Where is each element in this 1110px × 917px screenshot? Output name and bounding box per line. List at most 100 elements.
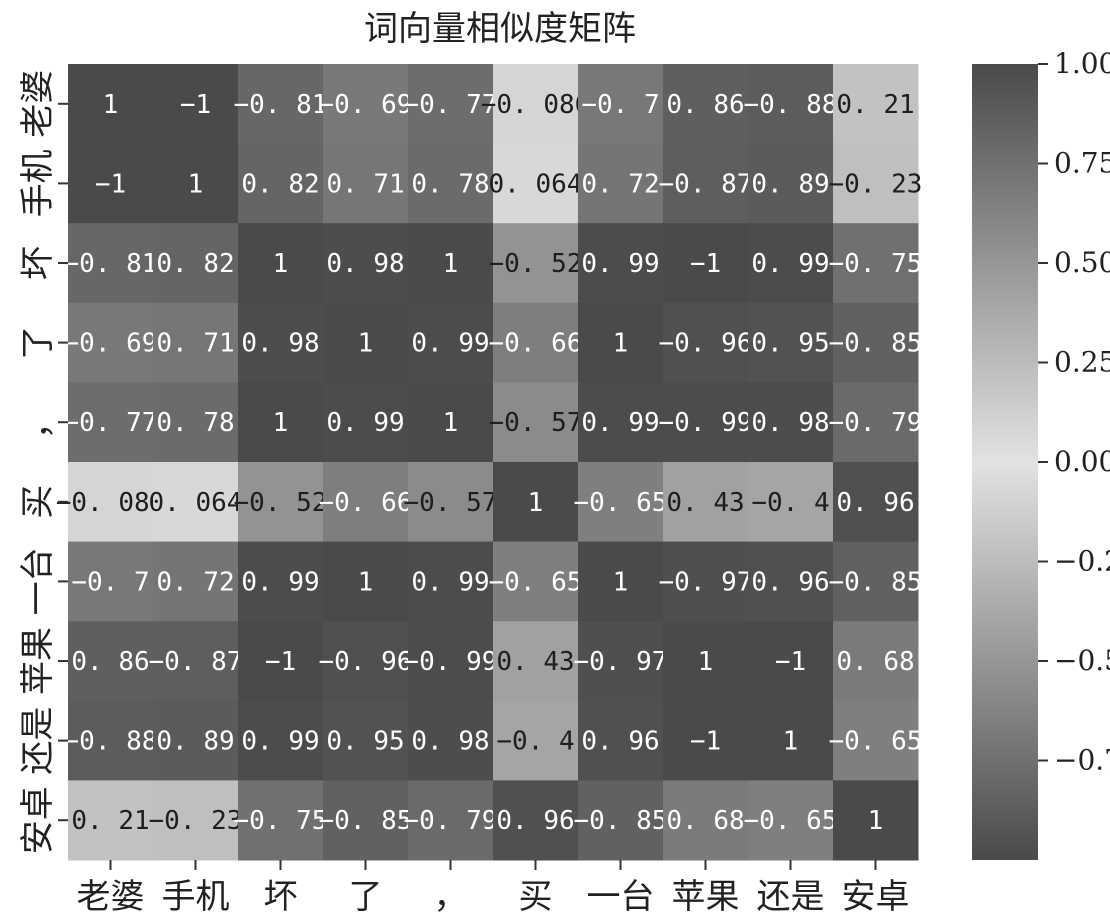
x-tick-label: 坏 <box>264 877 298 917</box>
cell-value-label: −0. 97 <box>574 647 668 677</box>
cell-value-label: 0. 78 <box>156 408 234 438</box>
cell-value-label: −0. 65 <box>829 727 923 757</box>
cell-value-label: −0. 85 <box>319 806 413 836</box>
heatmap-cell <box>238 541 324 622</box>
heatmap-cell <box>663 462 749 543</box>
heatmap-cell <box>748 780 834 861</box>
heatmap-cell <box>153 780 239 861</box>
cell-value-label: 0. 99 <box>581 249 659 279</box>
heatmap-cell <box>748 302 834 383</box>
heatmap-cell <box>408 780 494 861</box>
cell-value-label: −0. 086 <box>481 90 591 120</box>
cell-value-label: 0. 99 <box>411 567 489 597</box>
colorbar-tick-label: 0.50 <box>1054 246 1110 279</box>
heatmap-cell <box>748 143 834 224</box>
x-axis: 老婆 手机坏 了 ， 买一台 苹果 还是 安卓 <box>77 860 910 917</box>
cell-value-label: −0. 85 <box>574 806 668 836</box>
heatmap-cell <box>493 223 579 304</box>
cell-value-label: 1 <box>443 249 459 279</box>
cell-value-label: −0. 086 <box>56 488 166 518</box>
x-tick-label: ， <box>434 877 468 917</box>
cell-value-label: −0. 77 <box>404 90 498 120</box>
heatmap-cell <box>153 541 239 622</box>
cell-value-label: −0. 23 <box>149 806 243 836</box>
cell-value-label: −0. 87 <box>659 169 753 199</box>
heatmap-cell <box>663 223 749 304</box>
cell-value-label: −0. 79 <box>829 408 923 438</box>
cell-value-label: 0. 86 <box>666 90 744 120</box>
y-tick-label: 了 <box>18 326 58 360</box>
heatmap-cell <box>408 302 494 383</box>
heatmap-cell <box>493 143 579 224</box>
heatmap-cell <box>833 143 919 224</box>
heatmap-cell <box>493 780 579 861</box>
cell-value-label: −0. 4 <box>496 727 574 757</box>
heatmap-cell <box>238 462 324 543</box>
cell-value-label: −0. 96 <box>319 647 413 677</box>
heatmap-cell <box>153 621 239 702</box>
y-tick-label: 坏 <box>18 246 58 280</box>
cell-value-label: 0. 72 <box>156 567 234 597</box>
heatmap-cell <box>68 621 154 702</box>
heatmap-cell <box>153 462 239 543</box>
cell-value-label: 0. 89 <box>156 727 234 757</box>
cell-value-label: 0. 99 <box>751 249 829 279</box>
heatmap-cell <box>748 64 834 145</box>
cell-value-label: −0. 79 <box>404 806 498 836</box>
cell-value-label: −0. 69 <box>319 90 413 120</box>
heatmap-cell <box>153 302 239 383</box>
cell-value-label: −0. 99 <box>659 408 753 438</box>
cell-value-label: −0. 65 <box>574 488 668 518</box>
x-tick-label: 还是 <box>757 877 825 917</box>
colorbar-tick-label: 0.00 <box>1054 445 1110 478</box>
y-tick-label: 安卓 <box>18 786 58 854</box>
heatmap-cell <box>68 700 154 781</box>
heatmap-cell <box>663 382 749 463</box>
heatmap-cell <box>408 700 494 781</box>
heatmap-cell <box>493 64 579 145</box>
cell-value-label: 0. 86 <box>71 647 149 677</box>
cell-value-label: −0. 88 <box>64 727 158 757</box>
cell-value-label: 1 <box>358 329 374 359</box>
heatmap-cell <box>833 302 919 383</box>
heatmap-cell <box>663 700 749 781</box>
cell-value-label: 1 <box>273 249 289 279</box>
heatmap-cell <box>323 143 409 224</box>
heatmap-cell <box>238 223 324 304</box>
cell-value-label: −0. 85 <box>829 567 923 597</box>
heatmap-cell <box>578 302 664 383</box>
cell-value-label: 0. 71 <box>326 169 404 199</box>
heatmap-cell <box>408 143 494 224</box>
heatmap-cell <box>748 382 834 463</box>
cell-value-label: −0. 97 <box>659 567 753 597</box>
heatmap-cell <box>748 223 834 304</box>
heatmap-cell <box>408 382 494 463</box>
heatmap-cell <box>833 780 919 861</box>
cell-value-label: 0. 064 <box>489 169 583 199</box>
heatmap-cell <box>493 462 579 543</box>
heatmap-cell <box>238 302 324 383</box>
heatmap-cell <box>238 621 324 702</box>
heatmap-cell <box>578 382 664 463</box>
cell-value-label: 0. 82 <box>241 169 319 199</box>
heatmap-cell <box>238 700 324 781</box>
heatmap-cell <box>153 64 239 145</box>
cell-value-label: 1 <box>868 806 884 836</box>
cell-value-label: −0. 4 <box>751 488 829 518</box>
colorbar-gradient <box>972 64 1038 860</box>
heatmap-cell <box>238 64 324 145</box>
heatmap-cell <box>153 700 239 781</box>
cell-value-label: −0. 69 <box>64 329 158 359</box>
colorbar-tick-label: −0.75 <box>1054 744 1110 777</box>
heatmap-cell <box>833 700 919 781</box>
cell-value-label: 1 <box>443 408 459 438</box>
cell-value-label: −0. 77 <box>64 408 158 438</box>
heatmap-cells: 1 −1 −0. 81−0. 69−0. 77−0. 086−0. 7 0. 86−0… <box>56 64 923 861</box>
cell-value-label: 1 <box>188 169 204 199</box>
heatmap-cell <box>578 143 664 224</box>
x-tick-label: 手机 <box>162 877 230 917</box>
cell-value-label: 0. 71 <box>156 329 234 359</box>
heatmap-cell <box>68 541 154 622</box>
cell-value-label: −1 <box>95 169 126 199</box>
